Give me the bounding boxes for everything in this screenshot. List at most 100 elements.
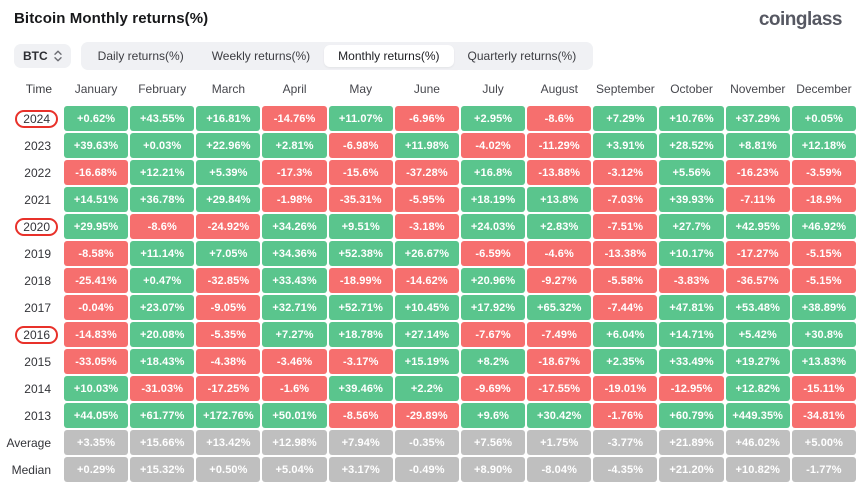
return-cell: +13.83% (791, 349, 856, 374)
table-row: Median +0.29% +15.32% +0.50% +5.04% +3.17% -0.… (6, 457, 856, 482)
return-cell: +11.14% (130, 241, 195, 266)
table-body: 2024 +0.62% +43.55% +16.81% -14.76% +11.07% -6… (0, 106, 856, 482)
column-header-month: September (596, 82, 655, 96)
column-header-month: October (670, 82, 713, 96)
return-cell: +21.89% (659, 430, 724, 455)
return-cell: -7.67% (460, 322, 526, 347)
year-label: Median (11, 462, 51, 477)
return-cell: +30.8% (791, 322, 856, 347)
return-cell: +10.76% (659, 106, 724, 131)
return-cell: +33.43% (262, 268, 327, 293)
monthly-returns-table: Time January February March April May June July… (0, 78, 858, 482)
return-cell: +16.81% (196, 106, 261, 131)
year-label-red-circle-annotation: 2016 (15, 325, 58, 344)
table-row: 2014 +10.03% -31.03% -17.25% -1.6% +39.46% +2.… (6, 376, 856, 401)
return-cell: +18.43% (130, 349, 195, 374)
column-header-month: May (349, 82, 373, 96)
return-cell: -35.31% (328, 187, 393, 212)
return-cell: +2.95% (460, 106, 526, 131)
return-cell: +0.29% (64, 457, 129, 482)
return-cell: +15.66% (130, 430, 195, 455)
tab-daily-returns[interactable]: Daily returns(%) (97, 49, 184, 63)
return-cell: -3.77% (593, 430, 658, 455)
return-cell: +65.32% (527, 295, 592, 320)
row-label: 2020 (6, 214, 62, 239)
returns-period-tabs: Daily returns(%) Weekly returns(%) Month… (80, 42, 594, 70)
return-cell: -3.83% (659, 268, 724, 293)
return-cell: +7.94% (328, 430, 393, 455)
return-cell: +8.2% (460, 349, 526, 374)
return-cell: +50.01% (262, 403, 327, 428)
return-cell: -16.68% (64, 160, 129, 185)
return-cell: -17.55% (527, 376, 592, 401)
return-cell: +3.35% (64, 430, 129, 455)
return-cell: +7.27% (262, 322, 327, 347)
return-cell: +21.20% (659, 457, 724, 482)
coinglass-logo[interactable]: coinglass (758, 9, 843, 30)
tab-quarterly-returns[interactable]: Quarterly returns(%) (467, 49, 577, 63)
year-label: 2023 (24, 138, 51, 153)
return-cell: +15.19% (394, 349, 459, 374)
year-label: 2015 (24, 354, 51, 369)
return-cell: +7.29% (593, 106, 658, 131)
return-cell: +1.75% (527, 430, 592, 455)
return-cell: +34.26% (262, 214, 327, 239)
column-header-month: November (730, 82, 786, 96)
return-cell: +20.96% (460, 268, 526, 293)
return-cell: -31.03% (130, 376, 195, 401)
return-cell: +0.05% (791, 106, 856, 131)
return-cell: -18.99% (328, 268, 393, 293)
tab-weekly-returns[interactable]: Weekly returns(%) (211, 49, 311, 63)
return-cell: +23.07% (130, 295, 195, 320)
return-cell: +10.03% (64, 376, 129, 401)
return-cell: +7.56% (460, 430, 526, 455)
column-header-month: April (282, 82, 307, 96)
return-cell: +0.50% (196, 457, 261, 482)
return-cell: -1.6% (262, 376, 327, 401)
return-cell: -9.69% (460, 376, 526, 401)
return-cell: +6.04% (593, 322, 658, 347)
column-header-month: June (413, 82, 440, 96)
return-cell: -4.38% (196, 349, 261, 374)
return-cell: -6.96% (394, 106, 459, 131)
table-row: 2015 -33.05% +18.43% -4.38% -3.46% -3.17% +15.… (6, 349, 856, 374)
year-label: 2018 (24, 273, 51, 288)
return-cell: +5.56% (659, 160, 724, 185)
return-cell: -15.11% (791, 376, 856, 401)
return-cell: +46.92% (791, 214, 856, 239)
return-cell: +47.81% (659, 295, 724, 320)
return-cell: +10.45% (394, 295, 459, 320)
return-cell: +9.51% (328, 214, 393, 239)
year-label: 2019 (24, 246, 51, 261)
return-cell: -33.05% (64, 349, 129, 374)
return-cell: +52.71% (328, 295, 393, 320)
return-cell: +30.42% (527, 403, 592, 428)
return-cell: -14.83% (64, 322, 129, 347)
return-cell: -1.77% (791, 457, 856, 482)
column-header-time: Time (25, 82, 52, 96)
return-cell: +12.18% (791, 133, 856, 158)
return-cell: -13.38% (593, 241, 658, 266)
row-label: 2021 (6, 187, 62, 212)
return-cell: -12.95% (659, 376, 724, 401)
coin-selector[interactable]: BTC (14, 44, 71, 68)
return-cell: +11.07% (328, 106, 393, 131)
return-cell: +5.00% (791, 430, 856, 455)
return-cell: -7.51% (593, 214, 658, 239)
column-header-month: August (540, 82, 578, 96)
year-label-red-circle-annotation: 2020 (15, 217, 58, 236)
return-cell: -7.49% (527, 322, 592, 347)
return-cell: +5.04% (262, 457, 327, 482)
return-cell: -16.23% (725, 160, 790, 185)
return-cell: +7.05% (196, 241, 261, 266)
row-label: 2016 (6, 322, 62, 347)
table-row: 2013 +44.05% +61.77% +172.76% +50.01% -8.56% -… (6, 403, 856, 428)
table-row: 2022 -16.68% +12.21% +5.39% -17.3% -15.6% -37.… (6, 160, 856, 185)
return-cell: -3.46% (262, 349, 327, 374)
row-label: 2013 (6, 403, 62, 428)
tab-monthly-returns[interactable]: Monthly returns(%) (324, 45, 454, 67)
row-label: 2018 (6, 268, 62, 293)
return-cell: +44.05% (64, 403, 129, 428)
return-cell: +12.21% (130, 160, 195, 185)
